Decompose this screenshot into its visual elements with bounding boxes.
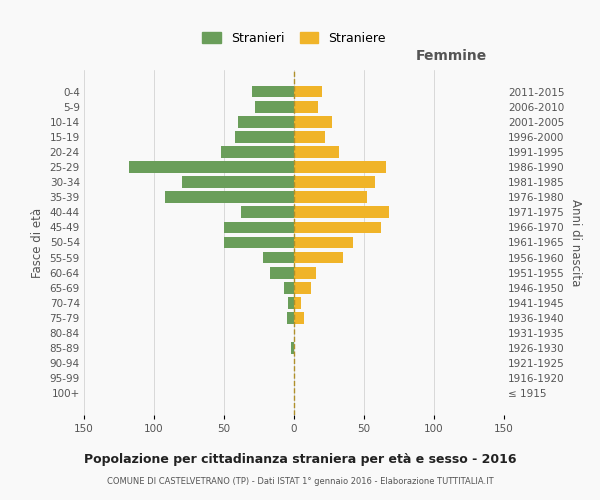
Bar (235, 131, 294, 142)
Bar (294, 282, 311, 294)
Bar (294, 86, 322, 98)
Y-axis label: Anni di nascita: Anni di nascita (569, 199, 581, 286)
Bar (182, 176, 294, 188)
Bar (294, 252, 343, 264)
Bar (263, 252, 294, 264)
Bar (294, 101, 318, 112)
Bar (294, 192, 367, 203)
Y-axis label: Fasce di età: Fasce di età (31, 208, 44, 278)
Bar (221, 146, 294, 158)
Bar (294, 312, 304, 324)
Text: Femmine: Femmine (416, 49, 487, 63)
Bar (294, 297, 301, 309)
Bar (294, 131, 325, 142)
Bar (294, 176, 375, 188)
Bar (165, 192, 294, 203)
Bar (287, 312, 294, 324)
Bar (294, 222, 381, 234)
Bar (291, 342, 294, 354)
Bar (284, 282, 294, 294)
Bar (294, 236, 353, 248)
Bar (224, 236, 294, 248)
Bar (294, 116, 332, 128)
Text: Popolazione per cittadinanza straniera per età e sesso - 2016: Popolazione per cittadinanza straniera p… (84, 452, 516, 466)
Bar (270, 267, 294, 278)
Bar (238, 116, 294, 128)
Legend: Stranieri, Straniere: Stranieri, Straniere (199, 28, 389, 48)
Bar (294, 267, 316, 278)
Bar (252, 86, 294, 98)
Bar (294, 206, 389, 218)
Bar (294, 161, 386, 173)
Text: COMUNE DI CASTELVETRANO (TP) - Dati ISTAT 1° gennaio 2016 - Elaborazione TUTTITA: COMUNE DI CASTELVETRANO (TP) - Dati ISTA… (107, 478, 493, 486)
Bar (129, 161, 294, 173)
Bar (241, 206, 294, 218)
Bar (289, 297, 294, 309)
Bar (294, 146, 339, 158)
Bar (255, 101, 294, 112)
Bar (224, 222, 294, 234)
